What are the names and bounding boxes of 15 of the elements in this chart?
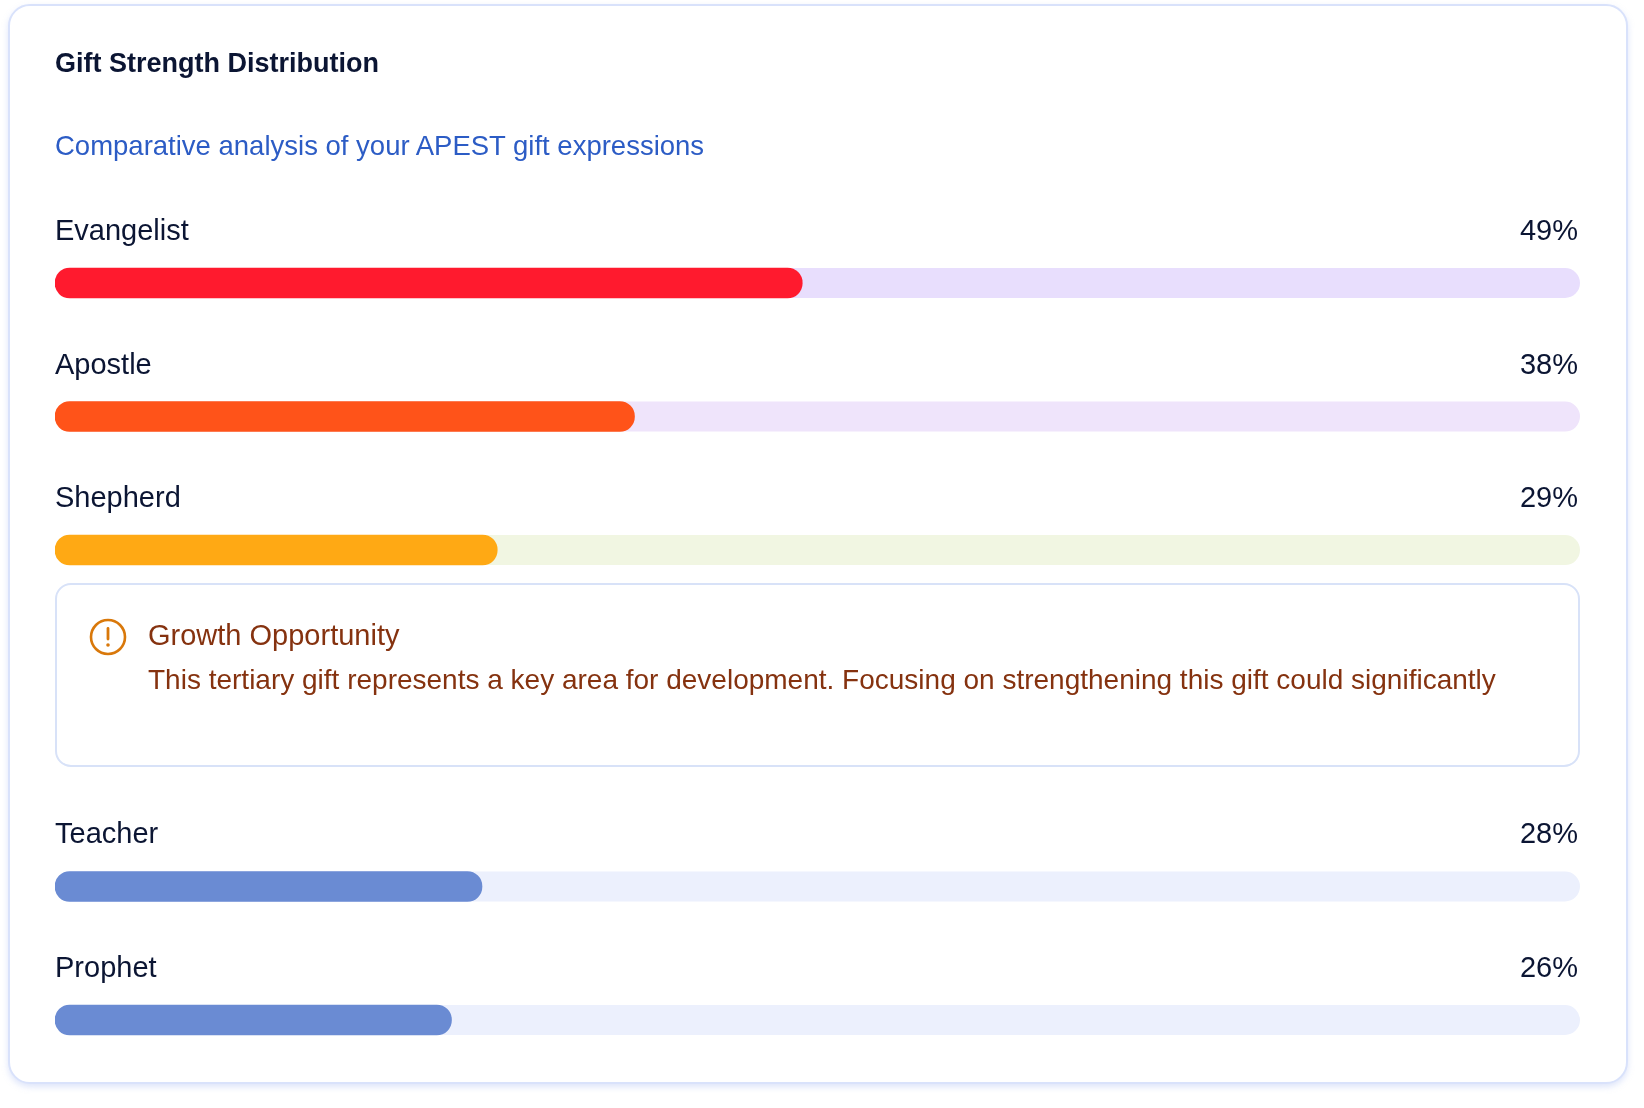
- chart-title: Gift Strength Distribution: [55, 48, 379, 78]
- y-tick-label: Teacher: [55, 817, 159, 850]
- y-tick-label: Apostle: [55, 347, 152, 380]
- annotation: This tertiary gift represents a key area for development. Focusing on strengthening this gift could significantly: [148, 664, 1496, 696]
- data-label: 38%: [1519, 347, 1578, 380]
- callout-panel: Growth Opportunity This tertiary gift represents a key area for development. Focusing on strengthening this gift could significantly: [55, 583, 1580, 767]
- chart-subtitle: Comparative analysis of your APEST gift expressions: [55, 130, 705, 162]
- y-tick-label: Evangelist: [55, 214, 189, 247]
- data-label: 28%: [1519, 817, 1578, 850]
- annotation: Growth Opportunity: [148, 619, 400, 651]
- data-label: 29%: [1519, 481, 1578, 514]
- data-label: 26%: [1519, 951, 1578, 983]
- y-tick-label: Shepherd: [55, 481, 181, 514]
- y-tick-label: Prophet: [55, 951, 157, 983]
- data-label: 49%: [1519, 214, 1578, 247]
